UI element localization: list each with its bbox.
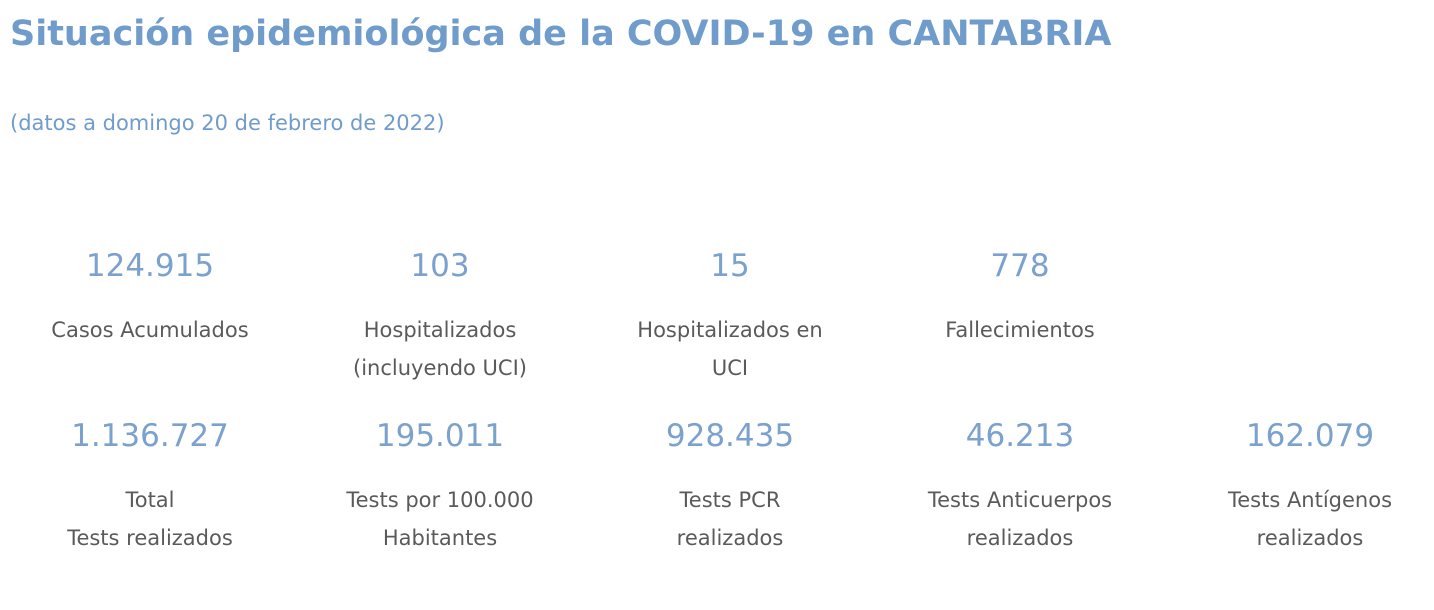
stat-value: 928.435 — [665, 418, 795, 454]
stat-fallecimientos: 778 Fallecimientos — [875, 246, 1165, 349]
stat-tests-anticuerpos: 46.213 Tests Anticuerpos realizados — [875, 416, 1165, 557]
stat-label: Fallecimientos — [945, 318, 1095, 342]
stat-value: 103 — [410, 248, 470, 284]
stat-label: Tests PCR realizados — [676, 488, 784, 550]
stat-label: Tests Anticuerpos realizados — [927, 488, 1113, 550]
page-title: Situación epidemiológica de la COVID-19 … — [10, 14, 1112, 54]
stat-label: Tests Antígenos realizados — [1227, 488, 1393, 550]
stat-hospitalizados-uci: 15 Hospitalizados en UCI — [585, 246, 875, 387]
stat-label: Tests por 100.000 Habitantes — [346, 488, 534, 550]
stat-value: 124.915 — [85, 248, 215, 284]
stat-total-tests: 1.136.727 Total Tests realizados — [5, 416, 295, 557]
stat-value: 15 — [710, 248, 750, 284]
stat-label: Hospitalizados en UCI — [637, 318, 823, 380]
stat-value: 195.011 — [375, 418, 505, 454]
stat-tests-por-100000: 195.011 Tests por 100.000 Habitantes — [295, 416, 585, 557]
stat-value: 1.136.727 — [71, 418, 229, 454]
stat-label: Casos Acumulados — [51, 318, 249, 342]
stat-casos-acumulados: 124.915 Casos Acumulados — [5, 246, 295, 349]
stat-value: 162.079 — [1245, 418, 1375, 454]
date-subtitle: (datos a domingo 20 de febrero de 2022) — [10, 111, 445, 135]
stat-label: Hospitalizados (incluyendo UCI) — [353, 318, 527, 380]
stat-hospitalizados: 103 Hospitalizados (incluyendo UCI) — [295, 246, 585, 387]
stat-tests-antigenos: 162.079 Tests Antígenos realizados — [1165, 416, 1434, 557]
stat-tests-pcr: 928.435 Tests PCR realizados — [585, 416, 875, 557]
stat-value: 46.213 — [965, 418, 1075, 454]
stat-value: 778 — [990, 248, 1050, 284]
stat-label: Total Tests realizados — [67, 488, 233, 550]
